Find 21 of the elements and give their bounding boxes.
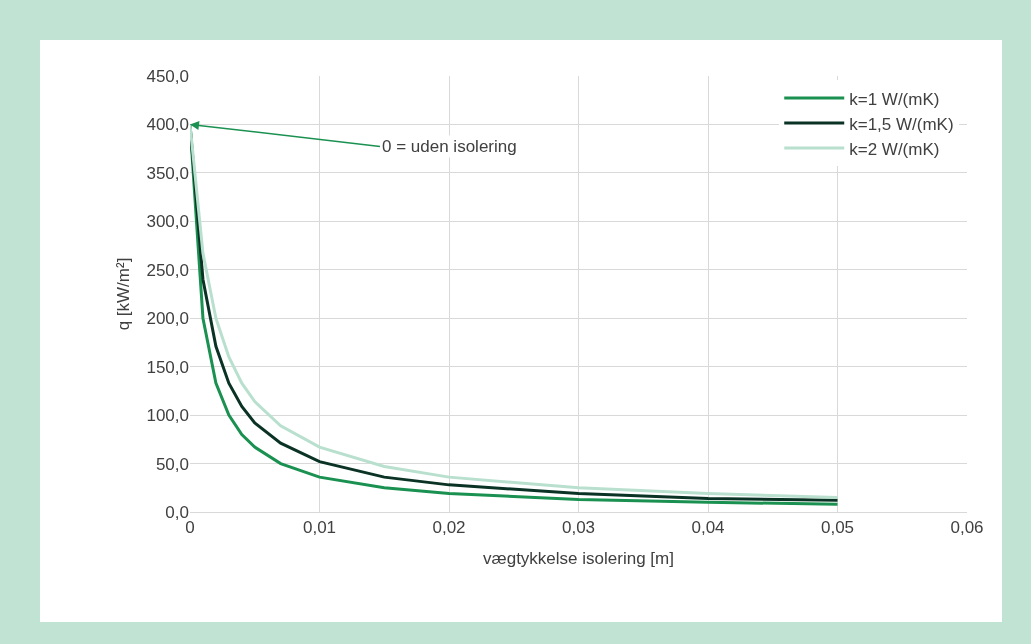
y-tick-label: 250,0 — [146, 260, 189, 280]
x-tick-label: 0,04 — [691, 518, 725, 538]
x-tick-label: 0,02 — [432, 518, 466, 538]
x-tick-label: 0,03 — [561, 518, 596, 538]
annotation: 0 = uden isolering — [382, 137, 517, 156]
y-tick-label: 50,0 — [155, 454, 189, 474]
x-axis-title: vægtykkelse isolering [m] — [483, 548, 674, 568]
y-axis-title: q [kW/m²] — [114, 257, 133, 331]
y-tick-label: 350,0 — [146, 163, 189, 183]
legend-label: k=1,5 W/(mK) — [849, 114, 954, 134]
y-tick-label: 200,0 — [146, 309, 189, 329]
y-tick-label: 450,0 — [146, 66, 189, 86]
x-tick-label: 0,01 — [302, 518, 337, 538]
y-tick-label: 400,0 — [146, 115, 189, 135]
y-tick-label: 300,0 — [146, 212, 189, 232]
x-tick-label: 0,05 — [820, 518, 855, 538]
legend-label: k=2 W/(mK) — [849, 139, 940, 159]
legend-label: k=1 W/(mK) — [849, 89, 940, 109]
x-tick-label: 0,06 — [950, 518, 984, 538]
y-tick-label: 150,0 — [146, 357, 189, 377]
y-tick-label: 100,0 — [146, 406, 189, 426]
